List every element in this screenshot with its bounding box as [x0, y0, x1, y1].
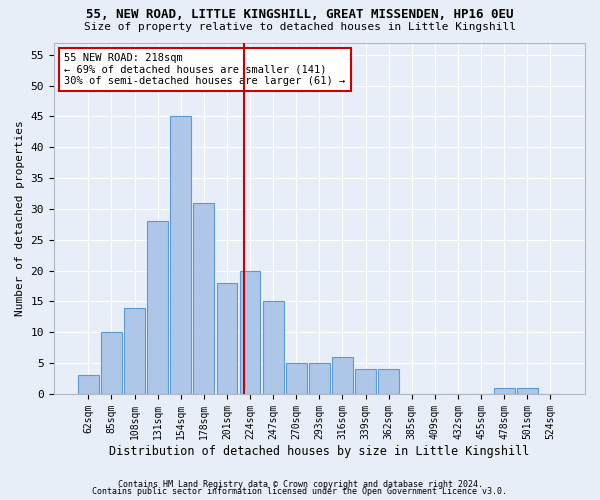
Bar	[239, 270, 260, 394]
Bar	[379, 370, 399, 394]
Bar	[78, 376, 99, 394]
Bar	[193, 203, 214, 394]
Bar	[101, 332, 122, 394]
Bar	[494, 388, 515, 394]
Bar	[517, 388, 538, 394]
X-axis label: Distribution of detached houses by size in Little Kingshill: Distribution of detached houses by size …	[109, 444, 530, 458]
Bar	[309, 363, 330, 394]
Bar	[217, 283, 238, 394]
Bar	[332, 357, 353, 394]
Text: Size of property relative to detached houses in Little Kingshill: Size of property relative to detached ho…	[84, 22, 516, 32]
Text: Contains HM Land Registry data © Crown copyright and database right 2024.: Contains HM Land Registry data © Crown c…	[118, 480, 482, 489]
Text: Contains public sector information licensed under the Open Government Licence v3: Contains public sector information licen…	[92, 487, 508, 496]
Bar	[170, 116, 191, 394]
Bar	[286, 363, 307, 394]
Text: 55 NEW ROAD: 218sqm
← 69% of detached houses are smaller (141)
30% of semi-detac: 55 NEW ROAD: 218sqm ← 69% of detached ho…	[64, 53, 346, 86]
Bar	[124, 308, 145, 394]
Bar	[147, 222, 168, 394]
Bar	[355, 370, 376, 394]
Bar	[263, 302, 284, 394]
Y-axis label: Number of detached properties: Number of detached properties	[15, 120, 25, 316]
Text: 55, NEW ROAD, LITTLE KINGSHILL, GREAT MISSENDEN, HP16 0EU: 55, NEW ROAD, LITTLE KINGSHILL, GREAT MI…	[86, 8, 514, 20]
